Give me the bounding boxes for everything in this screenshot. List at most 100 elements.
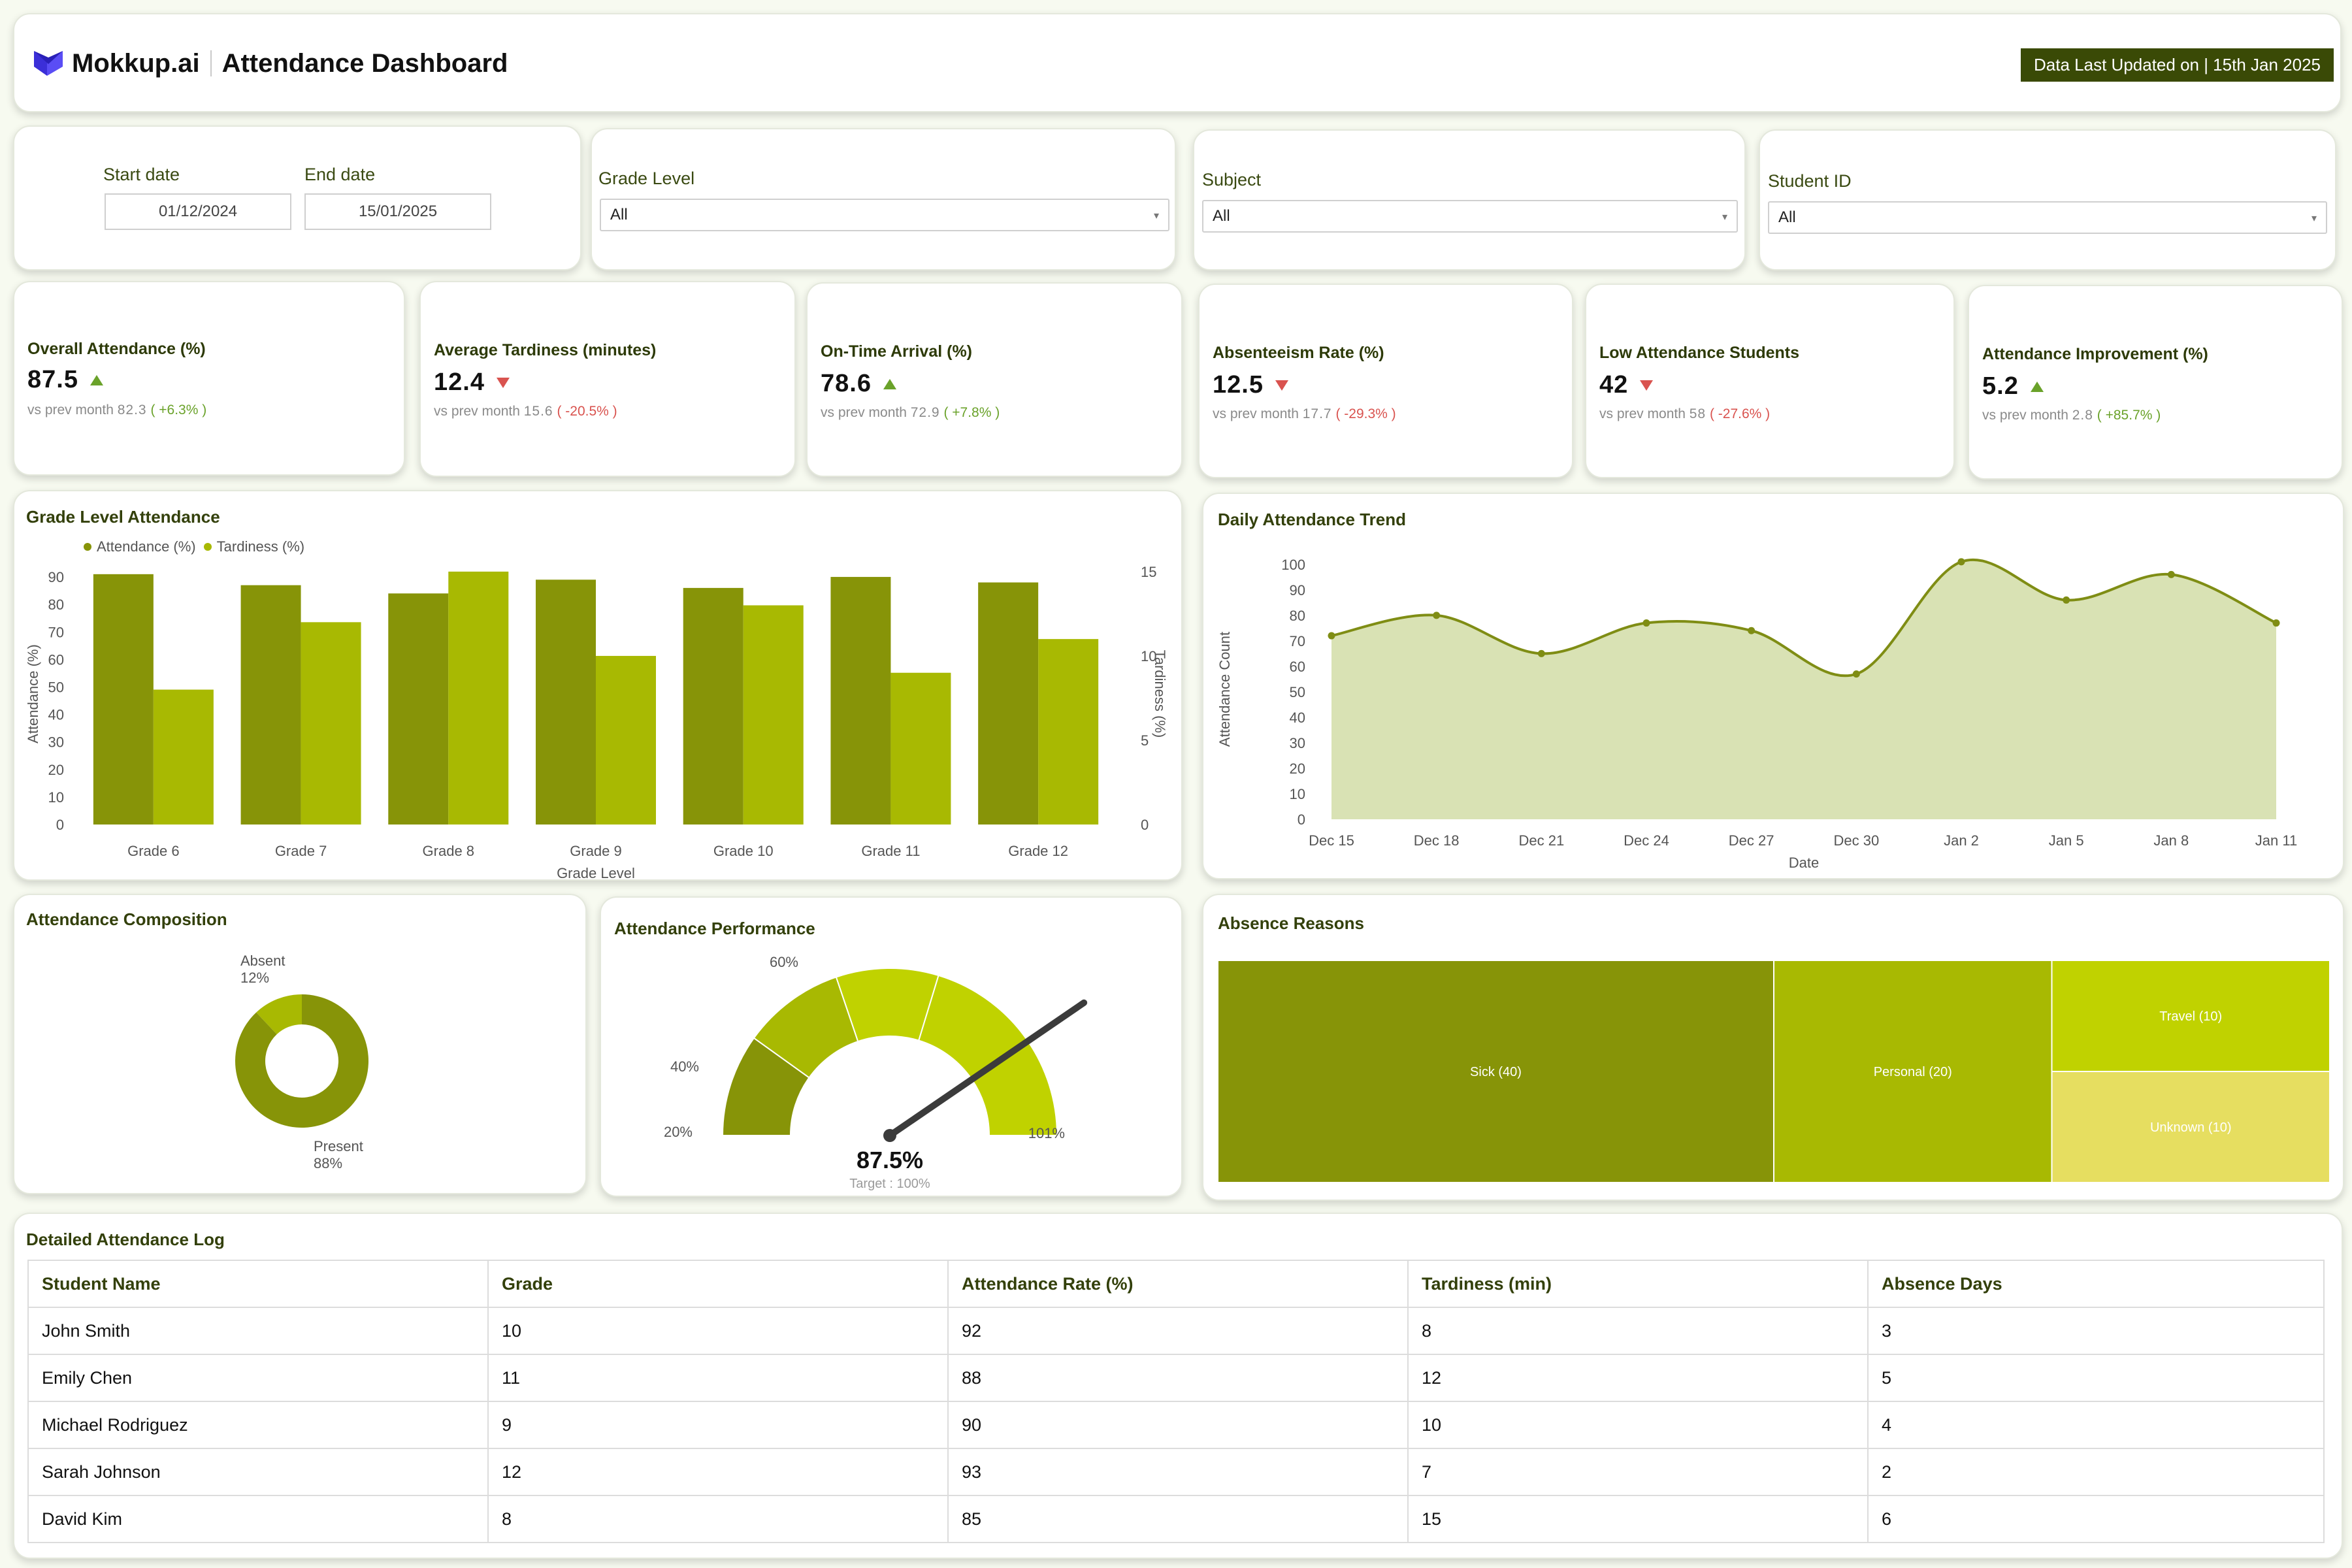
table-row[interactable]: David Kim 8 85 15 6 (27, 1495, 2325, 1543)
bar-tardiness (743, 605, 804, 825)
y-tick-label: 70 (48, 624, 64, 640)
y-tick-label: 80 (1290, 608, 1305, 624)
column-header[interactable]: Student Name (27, 1260, 489, 1308)
data-point (1852, 670, 1860, 678)
kpi-label: Absenteeism Rate (%) (1213, 344, 1384, 362)
y-tick-label: 50 (48, 679, 64, 695)
kpi-card-attendance-improvement: Attendance Improvement (%) 5.2 vs prev m… (1968, 285, 2343, 480)
cell-tardiness: 12 (1407, 1354, 1869, 1402)
kpi-label: Average Tardiness (minutes) (434, 341, 657, 359)
kpi-change: ( -20.5% ) (557, 404, 617, 419)
cell-tardiness: 8 (1407, 1307, 1869, 1355)
cell-student-name: Sarah Johnson (27, 1448, 489, 1496)
bar-tardiness (153, 689, 214, 825)
gauge-band-label: 40% (670, 1058, 699, 1075)
gauge-band-label: 60% (770, 954, 798, 970)
data-point (1537, 649, 1545, 657)
cell-attendance-rate: 92 (947, 1307, 1409, 1355)
chevron-down-icon: ▾ (1722, 212, 1727, 223)
kpi-change: ( +7.8% ) (943, 405, 1000, 420)
data-point (2272, 619, 2280, 627)
table-row[interactable]: John Smith 10 92 8 3 (27, 1307, 2325, 1355)
trend-down-icon (1640, 380, 1654, 391)
kpi-value: 78.6 (821, 370, 872, 397)
bar-attendance (93, 574, 154, 825)
kpi-prev-label: vs prev month (27, 402, 114, 417)
kpi-card-absenteeism-rate: Absenteeism Rate (%) 12.5 vs prev month … (1198, 284, 1573, 478)
kpi-label: Low Attendance Students (1599, 344, 1800, 362)
x-tick-label: Grade 9 (570, 843, 622, 859)
page-title: Attendance Dashboard (221, 48, 508, 78)
legend-swatch-tardiness (203, 543, 212, 551)
kpi-change: ( +6.3% ) (150, 402, 207, 417)
column-header[interactable]: Absence Days (1867, 1260, 2325, 1308)
bar-attendance (240, 585, 301, 825)
treemap-label: Sick (40) (1470, 1065, 1522, 1079)
kpi-value: 12.5 (1213, 371, 1264, 399)
kpi-value: 87.5 (27, 366, 78, 393)
column-header[interactable]: Attendance Rate (%) (947, 1260, 1409, 1308)
x-tick-label: Grade 11 (861, 843, 920, 859)
slice-label-name: Present (314, 1138, 363, 1154)
slice-label-name: Absent (240, 953, 286, 969)
kpi-prev-label: vs prev month (1982, 408, 2068, 423)
chart-legend: Attendance (%) Tardiness (%) (84, 538, 304, 555)
legend-label-tardiness: Tardiness (%) (216, 538, 305, 555)
kpi-prev-label: vs prev month (1599, 406, 1686, 421)
x-tick-label: Jan 2 (1944, 832, 1979, 849)
trend-up-icon (2030, 381, 2044, 392)
table-row[interactable]: Sarah Johnson 12 93 7 2 (27, 1448, 2325, 1496)
table-row[interactable]: Emily Chen 11 88 12 5 (27, 1354, 2325, 1402)
slice-present (235, 994, 368, 1128)
y-axis-label: Attendance (%) (25, 644, 41, 743)
cell-student-name: John Smith (27, 1307, 489, 1355)
slice-label-value: 12% (240, 970, 269, 986)
chart-title: Attendance Performance (614, 919, 815, 938)
cell-student-name: Michael Rodriguez (27, 1401, 489, 1449)
end-date-input[interactable]: 15/01/2025 (304, 193, 491, 230)
kpi-value: 12.4 (434, 368, 485, 396)
x-tick-label: Jan 8 (2153, 832, 2189, 849)
y-tick-label: 10 (1290, 786, 1305, 802)
treemap-label: Personal (20) (1874, 1065, 1952, 1079)
cell-grade: 8 (487, 1495, 949, 1543)
y-tick-label: 50 (1290, 684, 1305, 700)
student-id-select[interactable]: All ▾ (1768, 201, 2327, 234)
y-tick-label: 80 (48, 596, 64, 613)
data-point (1957, 558, 1965, 566)
column-header[interactable]: Grade (487, 1260, 949, 1308)
kpi-card-overall-attendance: Overall Attendance (%) 87.5 vs prev mont… (13, 281, 405, 476)
data-point (2063, 596, 2070, 604)
chart-title: Daily Attendance Trend (1218, 510, 1406, 529)
column-header[interactable]: Tardiness (min) (1407, 1260, 1869, 1308)
grade-level-label: Grade Level (598, 169, 695, 188)
y-tick-label: 0 (1298, 811, 1305, 828)
x-tick-label: Dec 30 (1833, 832, 1879, 849)
table-row[interactable]: Michael Rodriguez 9 90 10 4 (27, 1401, 2325, 1449)
x-tick-label: Dec 18 (1414, 832, 1460, 849)
composition-card: Attendance Composition Absent 12% Present 8… (13, 894, 587, 1194)
y-tick-label: 90 (48, 569, 64, 585)
cell-absence-days: 2 (1867, 1448, 2325, 1496)
treemap-label: Travel (10) (2159, 1009, 2222, 1024)
chart-title: Attendance Composition (26, 909, 227, 929)
cell-grade: 12 (487, 1448, 949, 1496)
kpi-value-row: 12.5 (1213, 371, 1288, 399)
start-date-input[interactable]: 01/12/2024 (105, 193, 291, 230)
cell-attendance-rate: 88 (947, 1354, 1409, 1402)
kpi-prev-value: 58 (1689, 406, 1707, 421)
cell-tardiness: 7 (1407, 1448, 1869, 1496)
y-tick-label: 60 (1290, 659, 1305, 675)
data-point (1642, 619, 1650, 627)
kpi-prev-label: vs prev month (434, 404, 520, 419)
subject-select[interactable]: All ▾ (1202, 200, 1738, 233)
last-updated-badge: Data Last Updated on | 15th Jan 2025 (2021, 48, 2334, 82)
grade-level-select[interactable]: All ▾ (600, 199, 1169, 231)
x-tick-label: Grade 8 (423, 843, 475, 859)
kpi-prev-label: vs prev month (1213, 406, 1299, 421)
kpi-value-row: 12.4 (434, 368, 510, 397)
bar-attendance (536, 580, 596, 825)
bar-attendance (388, 593, 449, 825)
cell-tardiness: 15 (1407, 1495, 1869, 1543)
